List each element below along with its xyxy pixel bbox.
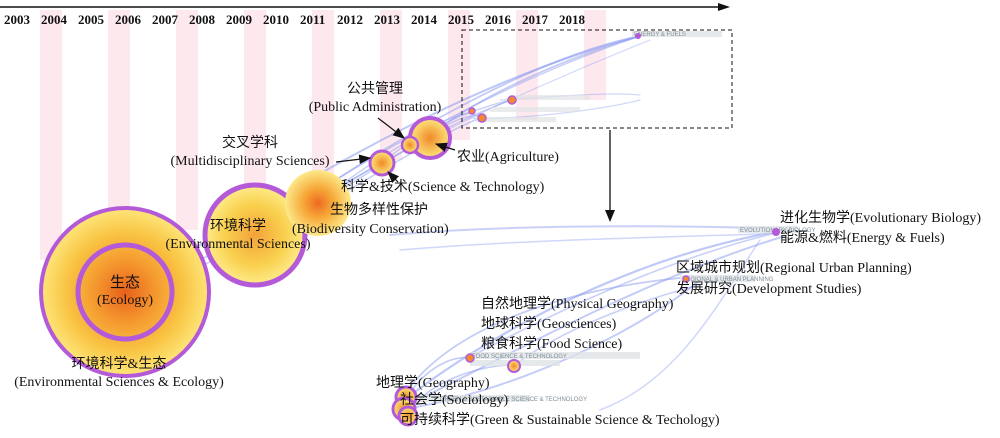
node-environmental-sciences [202, 182, 308, 288]
year-label: 2008 [189, 12, 216, 27]
tiny-label: ENERGY & FUELS [634, 32, 686, 38]
zoom-edges [389, 225, 786, 416]
node-ecology [39, 206, 211, 378]
label-geography: 地理学(Geography) [376, 375, 490, 391]
label-ecology-en: (Ecology) [97, 293, 153, 308]
zoom-labels: 进化生物学(Evolutionary Biology) 能源&燃料(Energy… [376, 210, 981, 428]
year-labels: 2003 2004 2005 2006 2007 2008 2009 2010 … [4, 12, 586, 27]
label-green: 可持续科学(Green & Sustainable Science & Tech… [400, 411, 720, 428]
year-label: 2016 [485, 12, 512, 27]
label-pubadmin-en: (Public Administration) [309, 100, 442, 115]
label-env-sci-en: (Environmental Sciences) [165, 237, 310, 252]
zoom-box [461, 29, 733, 129]
zoom-arrow [605, 130, 615, 222]
zoom-nodes [391, 228, 780, 427]
node-biodiversity [285, 170, 351, 236]
node-public-administration [400, 135, 420, 155]
tiny-label: GREEN & SUSTAINABLE SCIENCE & TECHNOLOGY [440, 397, 587, 403]
year-label: 2011 [300, 12, 325, 27]
year-label: 2015 [448, 12, 475, 27]
label-evo-bio: 进化生物学(Evolutionary Biology) [780, 210, 981, 226]
main-labels: 生态 (Ecology) 环境科学&生态 (Environmental Scie… [14, 81, 559, 390]
label-phys-geo: 自然地理学(Physical Geography) [481, 295, 674, 312]
year-label: 2012 [337, 12, 363, 27]
label-env-ecology-cn: 环境科学&生态 [72, 356, 167, 372]
year-label: 2017 [522, 12, 549, 27]
label-multi-en: (Multidisciplinary Sciences) [170, 154, 329, 169]
label-energy: 能源&燃料(Energy & Fuels) [780, 229, 945, 246]
label-ecology-cn: 生态 [110, 274, 140, 291]
year-stripes [40, 10, 606, 260]
year-label: 2010 [263, 12, 289, 27]
tiny-labels-top: ENERGY & FUELS [476, 31, 722, 122]
node-science-technology [368, 149, 396, 177]
label-env-sci-cn: 环境科学 [210, 218, 266, 234]
year-label: 2018 [559, 12, 586, 27]
year-label: 2007 [152, 12, 179, 27]
label-pubadmin-cn: 公共管理 [347, 81, 403, 97]
year-label: 2005 [78, 12, 105, 27]
year-label: 2014 [411, 12, 438, 27]
small-nodes-top [468, 33, 641, 123]
label-env-ecology-en: (Environmental Sciences & Ecology) [14, 375, 224, 390]
year-label: 2004 [41, 12, 68, 27]
tiny-label: REGIONAL & URBAN PLANNING [682, 277, 774, 283]
year-label: 2013 [374, 12, 401, 27]
label-sociology: 社会学(Sociology) [400, 392, 508, 408]
label-regional: 区域城市规划(Regional Urban Planning) [676, 259, 912, 276]
year-label: 2003 [4, 12, 31, 27]
year-label: 2006 [115, 12, 142, 27]
year-label: 2009 [226, 12, 253, 27]
label-multi-cn: 交叉学科 [222, 134, 278, 151]
label-devstudies: 发展研究(Development Studies) [676, 281, 862, 297]
timeline-axis [0, 3, 730, 11]
label-agri: 农业(Agriculture) [457, 149, 559, 165]
label-food-sci: 粮食科学(Food Science) [481, 335, 622, 352]
label-biodiv-cn: 生物多样性保护 [330, 201, 428, 218]
label-biodiv-en: (Biodiversity Conservation) [292, 222, 449, 237]
tiny-label: FOOD SCIENCE & TECHNOLOGY [472, 354, 567, 360]
label-scitech: 科学&技术(Science & Technology) [341, 179, 545, 195]
annotation-arrows [335, 117, 456, 184]
label-geosci: 地球科学(Geosciences) [481, 316, 617, 332]
